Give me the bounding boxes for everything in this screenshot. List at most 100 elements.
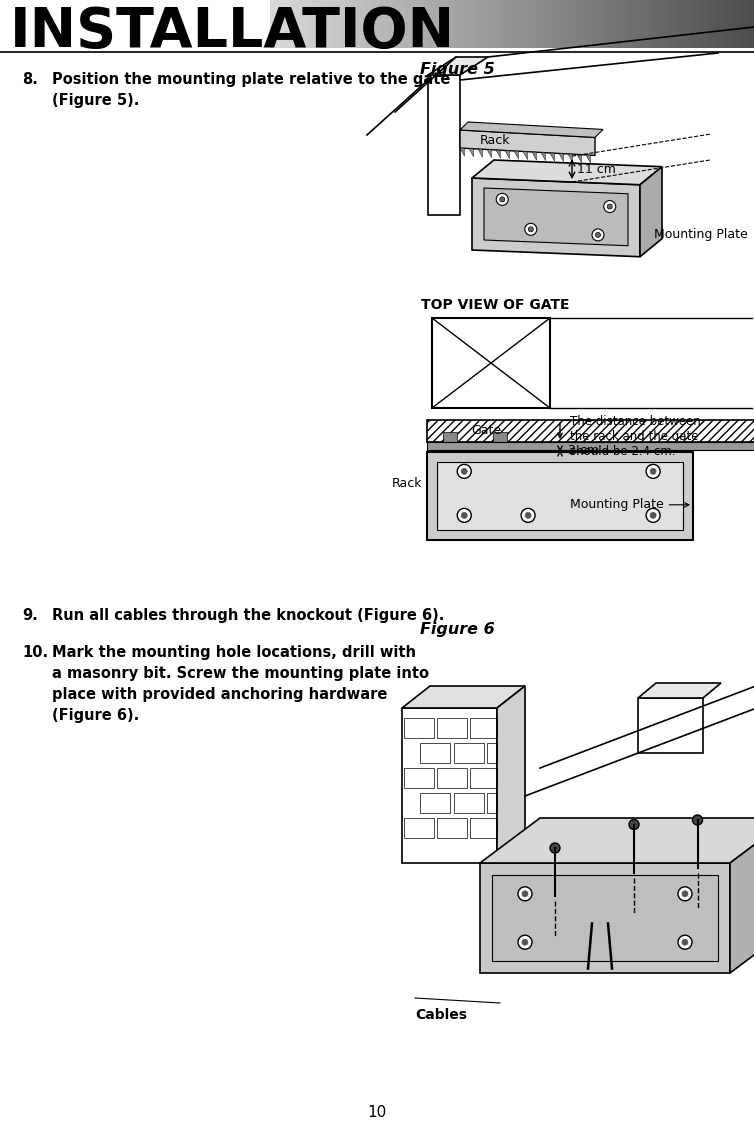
Bar — [427, 442, 754, 450]
Bar — [487, 743, 497, 763]
Bar — [492, 875, 718, 961]
Bar — [404, 818, 434, 838]
Polygon shape — [428, 57, 488, 75]
Circle shape — [518, 887, 532, 901]
Polygon shape — [460, 130, 595, 155]
Text: 3 cm: 3 cm — [568, 445, 599, 457]
Bar — [420, 743, 450, 763]
Bar — [427, 420, 754, 442]
Text: 10.: 10. — [22, 645, 48, 660]
Circle shape — [522, 891, 528, 897]
Polygon shape — [460, 148, 464, 156]
Circle shape — [500, 197, 504, 202]
Circle shape — [518, 935, 532, 949]
Polygon shape — [550, 153, 554, 162]
Circle shape — [682, 939, 688, 946]
Bar — [454, 793, 484, 813]
Circle shape — [678, 887, 692, 901]
Bar — [437, 768, 467, 788]
Circle shape — [650, 468, 656, 474]
Polygon shape — [480, 862, 730, 973]
Polygon shape — [484, 188, 628, 246]
Text: Figure 5: Figure 5 — [420, 62, 495, 77]
Bar — [437, 718, 467, 738]
Polygon shape — [402, 686, 525, 707]
Polygon shape — [586, 155, 590, 163]
Circle shape — [592, 229, 604, 240]
Polygon shape — [541, 153, 545, 161]
Polygon shape — [402, 707, 497, 862]
Bar — [432, 318, 550, 408]
Text: 8.: 8. — [22, 72, 38, 86]
Circle shape — [529, 227, 533, 231]
Bar — [437, 818, 467, 838]
Circle shape — [629, 820, 639, 830]
Polygon shape — [478, 149, 483, 157]
Bar — [487, 793, 497, 813]
Bar — [404, 768, 434, 788]
Polygon shape — [487, 149, 492, 157]
Circle shape — [646, 464, 660, 478]
Text: Figure 6: Figure 6 — [420, 622, 495, 637]
Text: TOP VIEW OF GATE: TOP VIEW OF GATE — [421, 298, 569, 312]
Polygon shape — [532, 152, 537, 161]
Text: Cables: Cables — [415, 1008, 467, 1022]
Text: Gate: Gate — [471, 424, 501, 438]
Text: INSTALLATION: INSTALLATION — [10, 4, 455, 60]
Bar — [443, 432, 457, 442]
Text: Mounting Plate: Mounting Plate — [570, 499, 689, 511]
Polygon shape — [472, 159, 662, 184]
Bar — [470, 718, 497, 738]
Circle shape — [461, 468, 467, 474]
Bar — [404, 718, 434, 738]
Circle shape — [550, 843, 560, 853]
Polygon shape — [480, 818, 754, 862]
Text: Mark the mounting hole locations, drill with
a masonry bit. Screw the mounting p: Mark the mounting hole locations, drill … — [52, 645, 429, 723]
Polygon shape — [568, 154, 572, 162]
Polygon shape — [460, 122, 603, 137]
Bar — [427, 451, 693, 540]
Circle shape — [457, 464, 471, 478]
Polygon shape — [523, 152, 528, 159]
Circle shape — [596, 232, 600, 237]
Circle shape — [522, 939, 528, 946]
Polygon shape — [497, 686, 525, 862]
Bar — [638, 699, 703, 754]
Polygon shape — [514, 150, 519, 159]
Circle shape — [682, 891, 688, 897]
Circle shape — [692, 815, 703, 825]
Polygon shape — [428, 75, 460, 214]
Polygon shape — [577, 155, 581, 163]
Polygon shape — [638, 683, 721, 699]
Bar — [470, 818, 497, 838]
Text: Position the mounting plate relative to the gate
(Figure 5).: Position the mounting plate relative to … — [52, 72, 450, 108]
Bar — [493, 432, 507, 442]
Text: Rack: Rack — [480, 135, 510, 147]
Circle shape — [461, 512, 467, 519]
Text: Mounting Plate: Mounting Plate — [654, 228, 748, 241]
Bar — [437, 462, 683, 530]
Circle shape — [604, 201, 616, 212]
Bar — [470, 768, 497, 788]
Circle shape — [607, 204, 612, 209]
Text: 9.: 9. — [22, 608, 38, 623]
Polygon shape — [469, 148, 474, 157]
Polygon shape — [472, 179, 640, 257]
Polygon shape — [505, 150, 510, 158]
Text: 11 cm: 11 cm — [577, 163, 616, 175]
Bar — [454, 743, 484, 763]
Text: 10: 10 — [367, 1105, 387, 1120]
Bar — [420, 793, 450, 813]
Circle shape — [678, 935, 692, 949]
Circle shape — [496, 193, 508, 206]
Polygon shape — [496, 150, 501, 158]
Polygon shape — [559, 154, 563, 162]
Text: Run all cables through the knockout (Figure 6).: Run all cables through the knockout (Fig… — [52, 608, 444, 623]
Circle shape — [521, 509, 535, 522]
Polygon shape — [730, 818, 754, 973]
Circle shape — [650, 512, 656, 519]
Circle shape — [646, 509, 660, 522]
Circle shape — [525, 223, 537, 236]
Polygon shape — [640, 166, 662, 257]
Text: Rack: Rack — [391, 477, 422, 490]
